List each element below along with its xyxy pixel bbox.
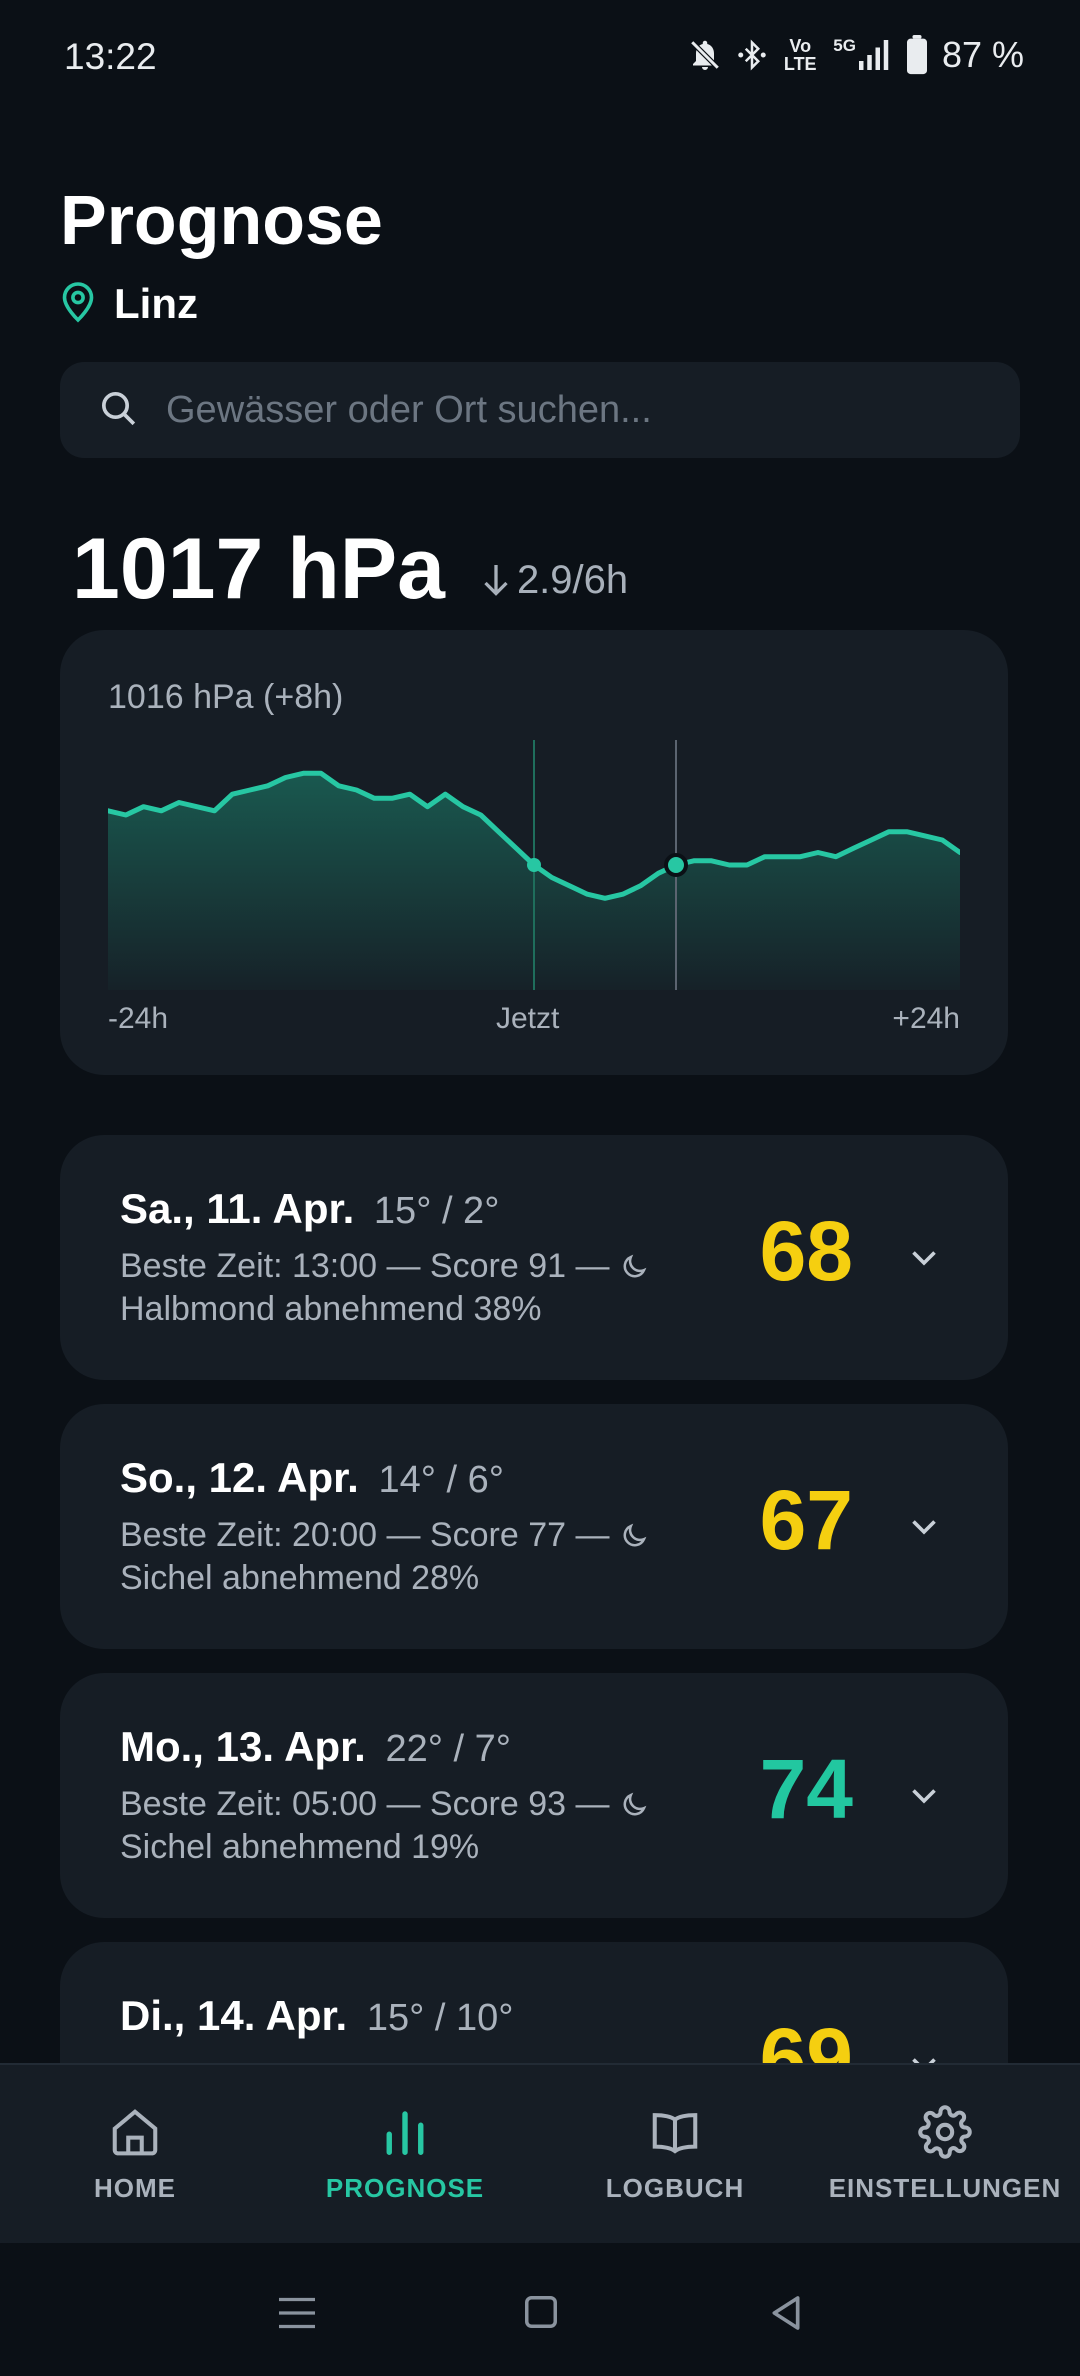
nav-item-prognose[interactable]: PROGNOSE [270, 2105, 540, 2204]
search-input[interactable] [164, 387, 988, 433]
day-title: Sa., 11. Apr. 15° / 2° [120, 1185, 499, 1233]
pressure-chart-card: 1016 hPa (+8h) -24h Jetzt +24h [60, 630, 1008, 1075]
moon-icon [624, 1254, 647, 1277]
page-title: Prognose [60, 181, 383, 259]
day-card[interactable]: Mo., 13. Apr. 22° / 7° Beste Zeit: 05:00… [60, 1673, 1008, 1918]
signal-5g-icon: 5G [833, 36, 892, 74]
day-best-time: Beste Zeit: 20:00 — Score 77 — [120, 1516, 649, 1555]
pressure-chart[interactable] [108, 740, 960, 990]
x-tick-end: +24h [892, 1002, 960, 1035]
now-point [527, 858, 541, 872]
chart-forecast-label: 1016 hPa (+8h) [108, 678, 344, 716]
day-temperature: 22° / 7° [385, 1728, 511, 1770]
nav-label: HOME [94, 2173, 176, 2203]
day-moon-phase: Sichel abnehmend 19% [120, 1828, 480, 1866]
moon-icon [624, 1792, 647, 1815]
chevron-down-icon[interactable] [906, 1508, 942, 1544]
day-card[interactable]: So., 12. Apr. 14° / 6° Beste Zeit: 20:00… [60, 1404, 1008, 1649]
day-best-text: Beste Zeit: 13:00 — Score 91 — [120, 1247, 610, 1285]
search-icon [98, 388, 138, 433]
volte-icon: Vo LTE [783, 36, 817, 74]
search-bar[interactable] [60, 362, 1020, 458]
day-date: Mo., 13. Apr. [120, 1723, 366, 1770]
nav-label: EINSTELLUNGEN [828, 2173, 1062, 2203]
day-temperature: 15° / 10° [366, 1997, 514, 2039]
x-tick-now: Jetzt [496, 1002, 560, 1035]
nav-item-einstellungen[interactable]: EINSTELLUNGEN [810, 2105, 1080, 2204]
bluetooth-icon [737, 35, 767, 75]
status-time: 13:22 [64, 36, 157, 77]
x-tick-start: -24h [108, 1002, 169, 1035]
nav-label: PROGNOSE [325, 2173, 485, 2203]
battery-percent: 87 % [941, 34, 1024, 75]
day-date: So., 12. Apr. [120, 1454, 359, 1501]
moon-icon [624, 1523, 647, 1546]
pressure-value: 1017 hPa [72, 521, 445, 617]
day-title: Di., 14. Apr. 15° / 10° [120, 1992, 513, 2040]
gear-icon [918, 2105, 972, 2159]
day-best-time: Beste Zeit: 13:00 — Score 91 — [120, 1247, 649, 1286]
pressure-trend-value: 2.9/6h [516, 557, 629, 602]
day-best-time: Beste Zeit: 05:00 — Score 93 — [120, 1785, 649, 1824]
system-nav-bar [0, 2243, 1080, 2376]
day-temperature: 14° / 6° [378, 1459, 504, 1501]
pressure-summary: 1017 hPa 2.9/6h [72, 520, 628, 619]
back-icon[interactable] [766, 2293, 806, 2333]
pressure-trend: 2.9/6h [481, 558, 628, 603]
home-button-icon[interactable] [522, 2293, 560, 2331]
location-selector[interactable]: Linz [60, 280, 198, 328]
day-best-text: Beste Zeit: 05:00 — Score 93 — [120, 1785, 610, 1823]
day-score: 74 [759, 1742, 853, 1836]
bottom-nav: HOME PROGNOSE LOGBUCH EINSTELLUNGEN [0, 2063, 1080, 2245]
day-temperature: 15° / 2° [373, 1190, 500, 1232]
nav-item-home[interactable]: HOME [0, 2105, 270, 2204]
location-label: Linz [114, 280, 198, 327]
day-score: 68 [759, 1204, 853, 1298]
chevron-down-icon[interactable] [906, 1239, 942, 1275]
nav-label: LOGBUCH [605, 2173, 745, 2203]
chevron-down-icon[interactable] [906, 1777, 942, 1813]
location-pin-icon [60, 281, 96, 328]
day-date: Di., 14. Apr. [120, 1992, 348, 2039]
day-date: Sa., 11. Apr. [120, 1185, 355, 1232]
status-icons: Vo LTE 5G 87 % [687, 34, 1024, 76]
day-title: So., 12. Apr. 14° / 6° [120, 1454, 504, 1502]
day-best-text: Beste Zeit: 20:00 — Score 77 — [120, 1516, 610, 1554]
day-moon-phase: Sichel abnehmend 28% [120, 1559, 480, 1597]
bar-chart-icon [386, 2111, 424, 2155]
recent-apps-icon[interactable] [276, 2295, 318, 2331]
book-icon [652, 2113, 698, 2154]
day-card[interactable]: Sa., 11. Apr. 15° / 2° Beste Zeit: 13:00… [60, 1135, 1008, 1380]
forecast-point [664, 853, 688, 877]
nav-item-logbuch[interactable]: LOGBUCH [540, 2105, 810, 2204]
status-bar: 13:22 Vo LTE 5G 87 % [0, 0, 1080, 116]
bell-off-icon [687, 36, 723, 74]
home-icon [112, 2109, 158, 2156]
battery-icon [906, 35, 928, 75]
arrow-down-icon [484, 565, 508, 596]
day-score: 67 [759, 1473, 853, 1567]
day-moon-phase: Halbmond abnehmend 38% [120, 1290, 542, 1328]
day-title: Mo., 13. Apr. 22° / 7° [120, 1723, 511, 1771]
network-type-label: 5G [833, 36, 856, 55]
